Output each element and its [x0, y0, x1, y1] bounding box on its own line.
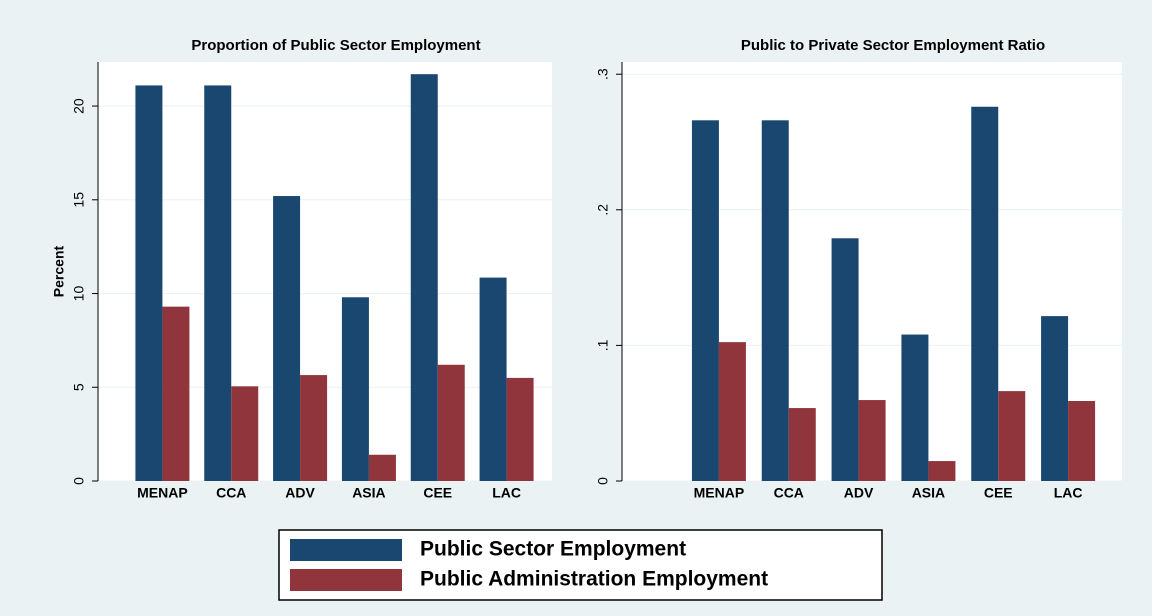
- x-tick-label: ASIA: [352, 485, 385, 501]
- legend-label: Public Administration Employment: [420, 568, 768, 591]
- bar: [506, 377, 534, 481]
- y-tick-label: .1: [595, 339, 611, 351]
- x-tick-label: MENAP: [694, 485, 745, 501]
- x-tick-label: CEE: [423, 485, 452, 501]
- x-tick-label: ADV: [844, 485, 874, 501]
- bar: [788, 408, 816, 481]
- y-tick-label: 10: [71, 286, 87, 302]
- legend-label: Public Sector Employment: [420, 538, 686, 561]
- bar: [718, 342, 746, 481]
- bar: [998, 391, 1026, 481]
- legend-swatch: [290, 539, 402, 561]
- bar: [831, 238, 859, 481]
- bar: [761, 120, 789, 482]
- chart-title: Public to Private Sector Employment Rati…: [741, 37, 1045, 54]
- bar: [162, 306, 190, 481]
- y-tick-label: 15: [71, 192, 87, 208]
- bar: [341, 297, 369, 481]
- y-tick-label: 5: [71, 383, 87, 391]
- bar: [479, 277, 507, 481]
- y-tick-label: 20: [71, 98, 87, 114]
- y-tick-label: .2: [595, 204, 611, 216]
- legend-swatch: [290, 569, 402, 591]
- bar: [1041, 316, 1069, 481]
- x-tick-label: CCA: [774, 485, 804, 501]
- bar: [135, 85, 163, 481]
- y-tick-label: .3: [595, 68, 611, 80]
- bar: [691, 120, 719, 482]
- bar: [1068, 400, 1096, 481]
- y-tick-label: 0: [595, 477, 611, 485]
- x-tick-label: ASIA: [912, 485, 945, 501]
- bar: [368, 454, 396, 481]
- chart-title: Proportion of Public Sector Employment: [191, 37, 480, 54]
- bar: [204, 85, 232, 481]
- bar: [901, 334, 929, 481]
- x-tick-label: CCA: [216, 485, 246, 501]
- y-axis-label: Percent: [51, 245, 67, 297]
- bar: [858, 400, 886, 481]
- x-tick-label: CEE: [984, 485, 1013, 501]
- bar: [410, 74, 438, 482]
- x-tick-label: MENAP: [137, 485, 188, 501]
- bar: [300, 375, 328, 481]
- x-tick-label: ADV: [285, 485, 315, 501]
- bar: [971, 106, 999, 482]
- x-tick-label: LAC: [1054, 485, 1083, 501]
- bar: [928, 461, 956, 481]
- x-tick-label: LAC: [492, 485, 521, 501]
- bar: [273, 196, 301, 481]
- y-tick-label: 0: [71, 477, 87, 485]
- bar: [437, 364, 465, 481]
- bar: [231, 386, 259, 481]
